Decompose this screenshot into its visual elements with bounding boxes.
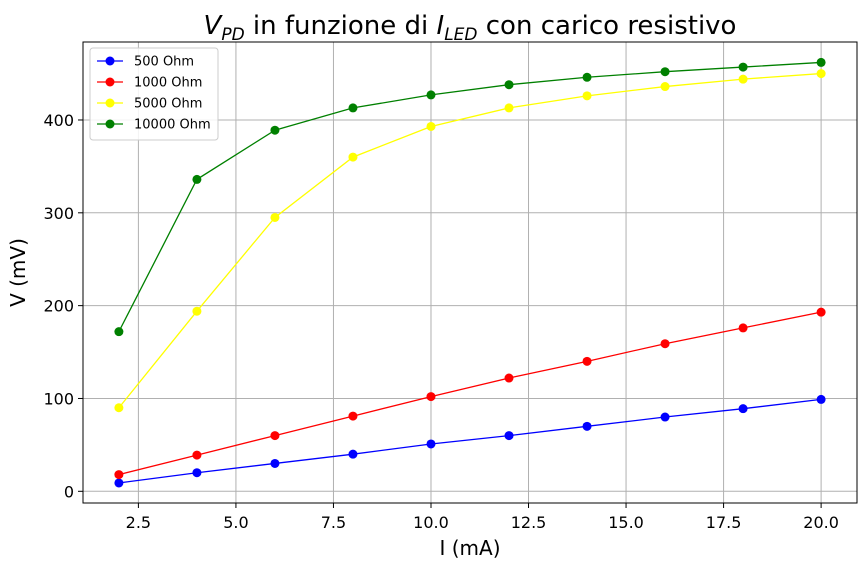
legend-swatch-marker — [105, 77, 115, 87]
data-point — [114, 403, 124, 413]
x-tick-label: 10.0 — [413, 513, 449, 532]
x-tick-label: 2.5 — [126, 513, 151, 532]
data-point — [270, 212, 280, 222]
legend-label: 10000 Ohm — [134, 118, 211, 133]
legend: 500 Ohm 1000 Ohm 5000 Ohm 10000 Ohm — [89, 47, 219, 141]
data-point — [816, 394, 826, 404]
y-tick-label: 100 — [43, 389, 74, 408]
data-point — [504, 373, 514, 383]
title-i: I — [437, 11, 445, 41]
data-point — [192, 174, 202, 184]
series-1 — [114, 394, 826, 488]
legend-label: 1000 Ohm — [134, 76, 202, 91]
legend-item: 10000 Ohm — [97, 118, 211, 133]
data-point — [660, 67, 670, 77]
legend-swatch-marker — [105, 119, 115, 129]
series-group — [114, 57, 826, 488]
title-v: V — [204, 11, 224, 41]
title-i-subscript: LED — [444, 25, 477, 45]
data-point — [504, 80, 514, 90]
data-point — [270, 125, 280, 135]
series-line — [118, 61, 822, 332]
series-line — [118, 398, 822, 484]
data-point — [348, 103, 358, 113]
data-point — [738, 74, 748, 84]
title-v-subscript: PD — [221, 25, 244, 45]
data-point — [114, 478, 124, 488]
data-point — [660, 82, 670, 92]
x-tick-label: 5.0 — [223, 513, 248, 532]
data-point — [426, 392, 436, 402]
data-point — [582, 356, 592, 366]
series-4 — [114, 57, 826, 337]
y-tick-label: 400 — [43, 111, 74, 130]
y-tick-label: 200 — [43, 297, 74, 316]
legend-swatch-marker — [105, 56, 115, 66]
data-point — [348, 411, 358, 421]
data-point — [816, 307, 826, 317]
data-point — [270, 431, 280, 441]
axis-ticks: 2.5 5.0 7.5 10.0 12.5 15.0 17.5 20.0 0 100 200 300 4… — [43, 111, 838, 532]
legend-item: 1000 Ohm — [97, 76, 202, 91]
data-point — [738, 404, 748, 414]
series-line — [118, 72, 822, 409]
series-2 — [114, 307, 826, 480]
data-point — [348, 152, 358, 162]
x-tick-label: 12.5 — [511, 513, 547, 532]
y-axis-label: V (mV) — [6, 238, 30, 307]
data-point — [582, 421, 592, 431]
x-axis-label: I (mA) — [439, 536, 500, 560]
data-point — [660, 412, 670, 422]
x-tick-label: 17.5 — [706, 513, 742, 532]
title-end: con carico resistivo — [478, 11, 737, 41]
data-point — [192, 450, 202, 460]
data-point — [192, 306, 202, 316]
data-point — [738, 62, 748, 72]
data-point — [660, 339, 670, 349]
legend-label: 5000 Ohm — [134, 97, 202, 112]
series-line — [118, 311, 822, 476]
data-point — [504, 103, 514, 113]
series-3 — [114, 69, 826, 413]
y-tick-label: 300 — [43, 204, 74, 223]
data-point — [348, 449, 358, 459]
data-point — [816, 69, 826, 79]
data-point — [426, 121, 436, 131]
legend-box — [89, 47, 219, 141]
legend-label: 500 Ohm — [134, 55, 194, 70]
data-point — [114, 470, 124, 480]
data-point — [582, 72, 592, 82]
y-tick-label: 0 — [64, 482, 74, 501]
x-tick-label: 7.5 — [321, 513, 346, 532]
data-point — [504, 431, 514, 441]
data-point — [192, 468, 202, 478]
legend-item: 5000 Ohm — [97, 97, 202, 112]
data-point — [426, 90, 436, 100]
legend-item: 500 Ohm — [97, 55, 194, 70]
legend-swatch-marker — [105, 98, 115, 108]
data-point — [270, 458, 280, 468]
x-tick-label: 15.0 — [608, 513, 644, 532]
x-tick-label: 20.0 — [803, 513, 839, 532]
title-middle: in funzione di — [245, 11, 437, 41]
data-point — [738, 323, 748, 333]
plot-area-frame — [82, 41, 858, 504]
data-point — [816, 57, 826, 67]
data-point — [426, 439, 436, 449]
chart-title: VPD in funzione di ILED con carico resis… — [204, 11, 737, 45]
data-point — [114, 327, 124, 337]
data-point — [582, 91, 592, 101]
